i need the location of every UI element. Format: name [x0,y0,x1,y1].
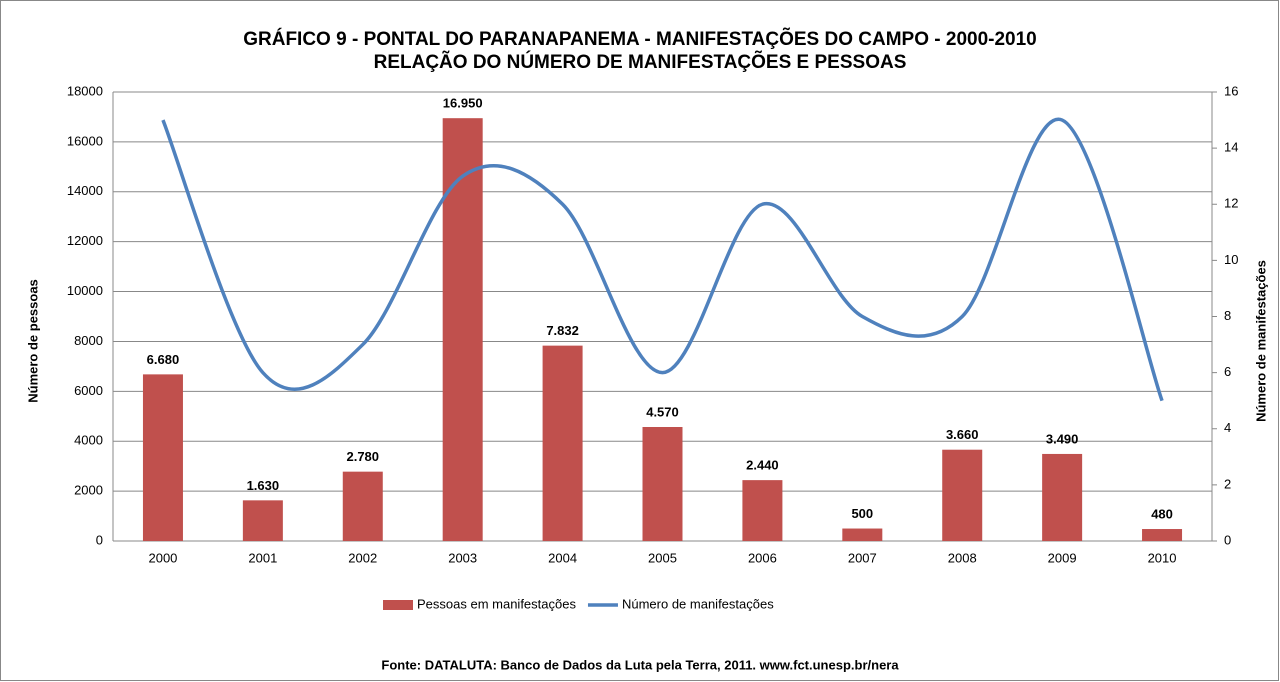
y2-tick-label: 6 [1224,364,1231,379]
data-label: 500 [851,506,873,521]
y-tick-label: 10000 [67,283,103,298]
y-axis-label: Número de pessoas [25,279,40,403]
data-label: 7.832 [546,323,579,338]
bar [442,118,483,542]
y-tick-label: 16000 [67,133,103,148]
y2-tick-label: 10 [1224,252,1238,267]
y2-tick-label: 8 [1224,308,1231,323]
legend-label: Pessoas em manifestações [417,596,576,611]
data-label: 3.660 [946,427,979,442]
y2-tick-label: 0 [1224,532,1231,547]
x-tick-label: 2006 [748,550,777,565]
x-tick-label: 2008 [948,550,977,565]
y-tick-label: 12000 [67,233,103,248]
y2-tick-label: 12 [1224,196,1238,211]
x-tick-label: 2004 [548,550,577,565]
data-label: 2.440 [746,458,779,473]
x-tick-label: 2003 [448,550,477,565]
data-label: 480 [1151,506,1173,521]
x-tick-label: 2000 [148,550,177,565]
legend-label: Número de manifestações [622,596,774,611]
data-label: 2.780 [346,449,379,464]
x-tick-label: 2001 [248,550,277,565]
x-tick-label: 2002 [348,550,377,565]
x-tick-label: 2010 [1148,550,1177,565]
source-note: Fonte: DATALUTA: Banco de Dados da Luta … [381,657,899,672]
bar [1142,529,1183,541]
bar [742,480,783,541]
y2-axis-label: Número de manifestações [1253,260,1268,422]
data-label: 6.680 [147,352,180,367]
data-label: 16.950 [443,96,483,111]
data-label: 1.630 [247,478,280,493]
bar [342,471,383,541]
y2-tick-label: 2 [1224,476,1231,491]
y-tick-label: 6000 [74,383,103,398]
y-tick-label: 14000 [67,183,103,198]
legend-swatch [383,600,413,610]
x-tick-label: 2005 [648,550,677,565]
data-label: 4.570 [646,404,679,419]
bar [642,427,683,541]
bar [142,374,183,541]
bar [942,449,983,541]
y2-tick-label: 14 [1224,140,1238,155]
x-tick-label: 2007 [848,550,877,565]
y-tick-label: 18000 [67,83,103,98]
x-tick-label: 2009 [1048,550,1077,565]
data-label: 3.490 [1046,431,1079,446]
y-tick-label: 4000 [74,433,103,448]
bar [842,528,883,541]
y-tick-label: 8000 [74,333,103,348]
bar [1042,453,1083,541]
bar [242,500,283,541]
bar [542,345,583,541]
line-series [161,117,1164,402]
y-tick-label: 0 [96,532,103,547]
chart-subtitle: RELAÇÃO DO NÚMERO DE MANIFESTAÇÕES E PES… [374,51,907,73]
chart-title: GRÁFICO 9 - PONTAL DO PARANAPANEMA - MAN… [243,28,1037,50]
y2-tick-label: 4 [1224,420,1231,435]
y2-tick-label: 16 [1224,83,1238,98]
y-tick-label: 2000 [74,483,103,498]
